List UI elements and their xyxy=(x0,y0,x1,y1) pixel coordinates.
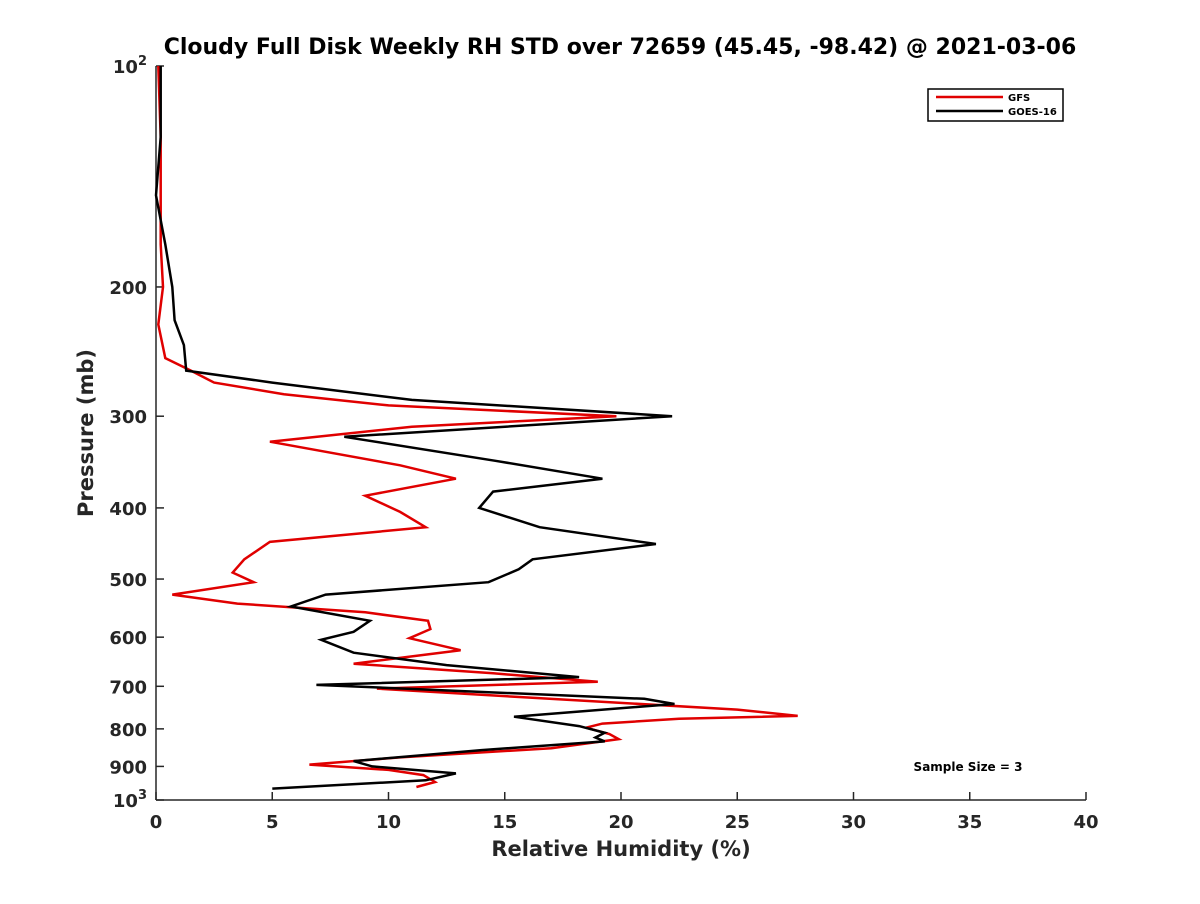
y-tick-label: 900 xyxy=(109,757,147,778)
y-tick-label: 800 xyxy=(109,720,147,741)
y-axis-ticks: 102 200 300 400 500 600 700 800 900 103 xyxy=(109,54,164,812)
y-tick-label: 200 xyxy=(109,278,147,299)
series-line-gfs xyxy=(157,65,798,789)
x-tick-label: 5 xyxy=(266,812,279,833)
x-tick-label: 0 xyxy=(150,812,163,833)
x-tick-label: 30 xyxy=(841,812,866,833)
y-tick-label: 700 xyxy=(109,677,147,698)
y-tick-label: 103 xyxy=(113,788,147,812)
x-tick-label: 25 xyxy=(725,812,750,833)
legend: GFS GOES-16 xyxy=(927,88,1064,122)
x-tick-label: 20 xyxy=(608,812,633,833)
y-tick-label: 400 xyxy=(109,499,147,520)
x-tick-label: 15 xyxy=(492,812,517,833)
y-axis-title: Pressure (mb) xyxy=(74,349,98,517)
legend-box xyxy=(927,88,1064,122)
x-axis-ticks: 0 5 10 15 20 25 30 35 40 xyxy=(150,792,1099,833)
x-tick-label: 35 xyxy=(957,812,982,833)
y-tick-label: 300 xyxy=(109,407,147,428)
chart-title: Cloudy Full Disk Weekly RH STD over 7265… xyxy=(164,35,1077,60)
y-tick-label: 102 xyxy=(113,54,147,78)
series-layer xyxy=(154,65,798,790)
y-tick-label: 500 xyxy=(109,570,147,591)
legend-label-goes16: GOES-16 xyxy=(1008,107,1057,118)
sample-size-annotation: Sample Size = 3 xyxy=(914,760,1023,774)
x-tick-label: 10 xyxy=(376,812,401,833)
x-tick-label: 40 xyxy=(1073,812,1098,833)
y-tick-label: 600 xyxy=(109,628,147,649)
series-line-goes16 xyxy=(154,66,675,790)
x-axis-title: Relative Humidity (%) xyxy=(491,837,750,861)
legend-label-gfs: GFS xyxy=(1008,93,1030,104)
